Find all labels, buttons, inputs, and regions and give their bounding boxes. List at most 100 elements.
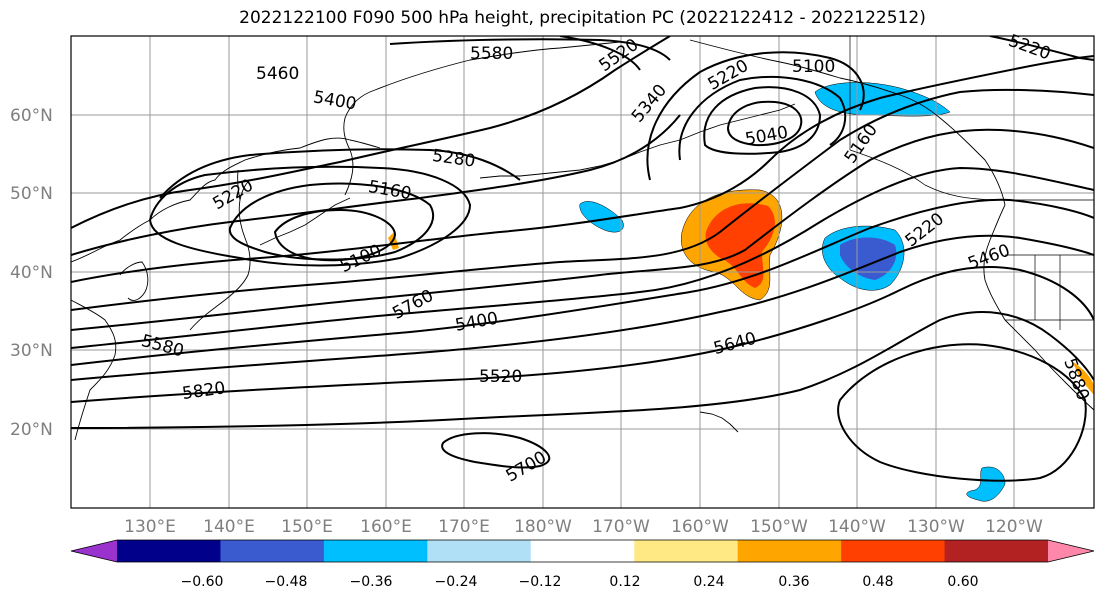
contour-label: 5820 (181, 378, 227, 404)
coast-kamchatka (343, 89, 376, 196)
colorbar-swatch (634, 540, 739, 562)
contour-5520-n (559, 36, 641, 71)
lon-label: 120°W (985, 517, 1043, 537)
contour-label: 5220 (209, 175, 256, 214)
contour-label: 5760 (389, 286, 437, 324)
coast-alaska (689, 39, 1006, 206)
lon-label: 160°W (671, 517, 729, 537)
colorbar: −0.60 −0.48 −0.36 −0.24 −0.12 0.12 0.24 … (70, 539, 1095, 590)
colorbar-swatch (530, 540, 635, 562)
lon-label: 140°E (203, 517, 255, 537)
map-frame (70, 35, 1095, 509)
lat-labels: 60°N 50°N 40°N 30°N 20°N (10, 106, 53, 440)
contour-label: 5340 (628, 81, 671, 127)
colorbar-tick-label: −0.60 (181, 574, 224, 590)
contour-5820 (71, 265, 1094, 403)
colorbar-tick-label: 0.36 (778, 574, 809, 590)
contour-5760 (71, 234, 1094, 381)
contour-label: 5460 (256, 64, 299, 84)
coast-china (71, 299, 117, 441)
lon-label: 140°W (828, 517, 886, 537)
coast-asia (71, 137, 381, 263)
colorbar-swatch (737, 540, 842, 562)
contour-5880-main (71, 311, 1094, 429)
coast-japan (189, 179, 251, 331)
contour-5100 (273, 208, 397, 262)
contour-label: 5100 (792, 57, 835, 77)
coast-hawaii (699, 411, 739, 433)
contour-label: 5520 (479, 367, 522, 387)
contour-5880-east (837, 343, 1087, 482)
colorbar-swatch (427, 540, 532, 562)
contour-label: 5640 (712, 329, 759, 360)
contour-label: 5460 (965, 241, 1012, 275)
colorbar-swatch (220, 540, 325, 562)
colorbar-tick-label: 0.24 (693, 574, 724, 590)
lon-label: 170°E (438, 517, 490, 537)
chart-title: 2022122100 F090 500 hPa height, precipit… (239, 8, 926, 28)
coast-bc (983, 204, 1006, 321)
lon-labels: 130°E 140°E 150°E 160°E 170°E 180°W 170°… (124, 517, 1043, 537)
lat-label: 40°N (10, 263, 53, 283)
colorbar-tick-label: 0.60 (947, 574, 978, 590)
precip-neg-aleutian (579, 201, 624, 233)
contour-5040-e (726, 100, 803, 147)
colorbar-outline (70, 539, 1095, 563)
contour-label: 5400 (454, 309, 500, 336)
precip-neg-southeast (966, 466, 1006, 502)
colorbar-extend-high (1048, 540, 1094, 562)
contour-5220-ne (989, 36, 1094, 61)
contour-5640 (71, 166, 1094, 349)
precip-shading (388, 82, 1094, 502)
precip-pos-mexico (1073, 362, 1094, 395)
contour-5580-n (389, 38, 671, 61)
colorbar-extend-low (71, 540, 117, 562)
lon-label: 130°E (124, 517, 176, 537)
borders (849, 36, 1094, 330)
contour-5160-e (678, 75, 847, 161)
gridlines (71, 36, 1094, 508)
lat-label: 20°N (10, 420, 53, 440)
colorbar-tick-label: −0.12 (519, 574, 562, 590)
coast-kurils (259, 197, 351, 246)
colorbar-swatch (944, 540, 1049, 562)
colorbar-swatch (117, 540, 221, 562)
lat-label: 30°N (10, 341, 53, 361)
contour-label: 5280 (431, 146, 477, 172)
lon-label: 170°W (592, 517, 650, 537)
coast-california (1004, 319, 1094, 411)
lat-label: 50°N (10, 184, 53, 204)
contour-label: 5220 (705, 56, 752, 95)
precip-neg-alaska (814, 82, 951, 117)
lon-label: 150°W (750, 517, 808, 537)
height-contours (71, 36, 1094, 482)
contour-5220-w (148, 165, 472, 267)
colorbar-tick-label: 0.48 (862, 574, 893, 590)
precip-pos-center-core (705, 203, 775, 288)
colorbar-swatch (323, 540, 428, 562)
colorbar-tick-label: −0.36 (350, 574, 393, 590)
contour-label: 5400 (312, 87, 358, 114)
lon-label: 160°E (360, 517, 412, 537)
contour-5520 (71, 88, 1094, 311)
contour-5460 (71, 55, 1094, 283)
lon-label: 150°E (281, 517, 333, 537)
colorbar-tick-label: −0.24 (435, 574, 478, 590)
lat-label: 60°N (10, 106, 53, 126)
lon-label: 180°W (514, 517, 572, 537)
coast-sakhalin (237, 169, 241, 201)
contour-label: 5160 (367, 177, 413, 204)
contour-label: 5040 (744, 123, 790, 150)
contour-5280 (159, 148, 521, 199)
contour-label: 5160 (841, 120, 882, 167)
contour-5700 (71, 198, 1094, 366)
contour-5100-e (703, 86, 822, 155)
coastlines (71, 39, 1094, 441)
colorbar-tick-label: −0.48 (265, 574, 308, 590)
colorbar-tick-label: 0.12 (609, 574, 640, 590)
lon-label: 130°W (907, 517, 965, 537)
coast-aleutians (479, 103, 796, 179)
coast-beringsea (374, 41, 621, 91)
contour-5160 (228, 182, 435, 261)
